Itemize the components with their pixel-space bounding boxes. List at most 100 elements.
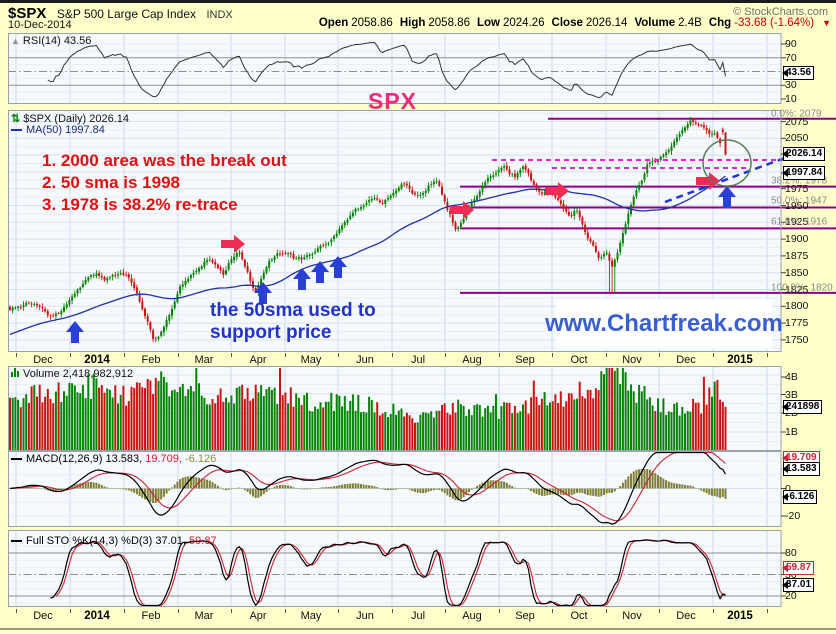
axis-value-tag: 241898	[781, 400, 823, 414]
indicator-label-part: 19.709,	[145, 453, 185, 465]
chartfreak-watermark: www.Chartfreak.com	[545, 299, 783, 349]
indicator-label-part: 59.87	[189, 535, 217, 547]
quote-value: 2058.86	[351, 17, 393, 29]
month-tick	[499, 353, 500, 357]
month-label: Dec	[33, 354, 53, 366]
volume-label: Volume 2,418,982,912	[11, 368, 133, 380]
price-label: ⇅ $SPX (Daily) 2026.14	[11, 113, 129, 125]
month-tick	[445, 609, 446, 613]
axis-value-tag: 1997.84	[781, 166, 826, 180]
axis-tick-label: 0	[785, 482, 791, 495]
month-label: Mar	[194, 354, 214, 366]
axis-tick-label: 1800	[785, 300, 809, 313]
indicator-label-part: MACD(12,26,9) 13.583,	[26, 453, 146, 465]
quote-label: Low	[476, 17, 500, 29]
exchange: INDX	[206, 9, 233, 21]
blue-up-arrow	[293, 268, 311, 290]
axis-value-tag: 59.87	[781, 561, 815, 575]
axis-tick-label: 3B	[785, 388, 798, 401]
quote-label: Chg	[708, 17, 732, 29]
axis-tick-label: 1950	[785, 199, 809, 212]
month-label: Apr	[249, 354, 267, 366]
month-label: Nov	[622, 354, 642, 366]
blue-up-arrow	[718, 186, 736, 208]
fib-retrace-label: 100.0%: 1820	[771, 282, 833, 294]
rsi-icon: ▲	[11, 36, 20, 46]
support-note-line2: support price	[210, 322, 332, 343]
quote-value: 2058.86	[428, 17, 470, 29]
top-border	[0, 0, 836, 3]
month-label: 2014	[84, 354, 110, 366]
volume-bars-icon	[11, 368, 20, 380]
month-label: Dec	[676, 354, 696, 366]
axis-tick-label: 20	[785, 590, 797, 602]
ma50-label: MA(50) 1997.84	[11, 124, 105, 136]
date-axis-bottom: Dec 2014 Feb Mar Apr May Jun Jul Aug Sep Oct Nov Dec…	[8, 609, 781, 623]
quote-label: Volume	[634, 17, 676, 29]
month-tick	[713, 609, 714, 613]
rsi-panel	[8, 33, 786, 104]
symbol-name: S&P 500 Large Cap Index	[56, 7, 197, 21]
month-label: Jul	[410, 610, 426, 622]
quote-value: 2.4B	[678, 17, 702, 29]
month-label: Feb	[141, 354, 161, 366]
axis-value-tag: 43.56	[781, 66, 815, 80]
axis-tick-label: 90	[785, 38, 797, 50]
month-label: Dec	[33, 610, 53, 622]
month-tick	[659, 353, 660, 357]
axis-value-tag: -6.126	[781, 490, 818, 504]
month-tick	[445, 353, 446, 357]
month-label: 2015	[727, 610, 753, 622]
month-label: Sep	[515, 610, 535, 622]
month-tick	[124, 609, 125, 613]
month-tick	[499, 609, 500, 613]
indicator-label-part: -6.126	[185, 453, 217, 465]
month-label: Feb	[141, 610, 161, 622]
rsi-label: ▲ RSI(14) 43.56	[11, 35, 92, 47]
indicator-line-icon	[11, 458, 22, 461]
fib-retrace-label: 38.2%: 1978	[771, 175, 828, 187]
month-tick	[124, 353, 125, 357]
quote-label: Open	[318, 17, 349, 29]
indicator-line-icon	[11, 540, 22, 543]
ohlc-quote-row: Open 2058.86 High 2058.86 Low 2024.26 Close 202…	[319, 17, 831, 29]
axis-value-tag: 2026.14	[781, 147, 826, 161]
fib-retrace-label: 50.0%: 1947	[771, 195, 828, 207]
blue-up-arrow	[66, 321, 84, 343]
month-label: 2015	[727, 354, 753, 366]
month-tick	[16, 609, 17, 613]
month-tick	[767, 609, 768, 613]
highlight-circle	[702, 139, 752, 187]
month-label: Oct	[570, 354, 588, 366]
month-label: Jul	[410, 354, 426, 366]
quote-label: High	[399, 17, 426, 29]
month-tick	[392, 609, 393, 613]
date-axis-top: Dec 2014 Feb Mar Apr May Jun Jul Aug Sep Oct Nov Dec…	[8, 353, 781, 367]
chart-date: 10-Dec-2014	[8, 19, 72, 31]
month-label: Apr	[249, 610, 267, 622]
annotation-note-3: 3. 1978 is 38.2% re-trace	[42, 195, 238, 214]
month-label: Aug	[462, 610, 482, 622]
fib-retrace-label: 61.8%: 1916	[771, 216, 828, 228]
axis-tick-label: 1975	[785, 182, 809, 195]
quote-value: 2026.14	[585, 17, 628, 29]
month-tick	[606, 609, 607, 613]
blue-up-arrow	[254, 282, 272, 304]
axis-value-tag: 13.583	[782, 462, 820, 476]
stochastic-panel	[8, 530, 786, 607]
quote-label: Close	[551, 17, 583, 29]
axis-tick-label: 70	[785, 51, 797, 64]
month-tick	[178, 609, 179, 613]
month-label: 2014	[84, 610, 110, 622]
month-label: Jun	[356, 354, 374, 366]
axis-tick-label: 2075	[785, 115, 809, 128]
symbol: $SPX	[8, 5, 47, 22]
month-tick	[16, 353, 17, 357]
macd-label: MACD(12,26,9) 13.583, 19.709, -6.126	[11, 453, 216, 465]
axis-tick-label: 1750	[785, 333, 809, 346]
axis-tick-label: 1775	[785, 317, 809, 330]
month-label: Oct	[570, 610, 588, 622]
month-label: May	[300, 354, 322, 366]
month-tick	[338, 353, 339, 357]
month-tick	[713, 353, 714, 357]
